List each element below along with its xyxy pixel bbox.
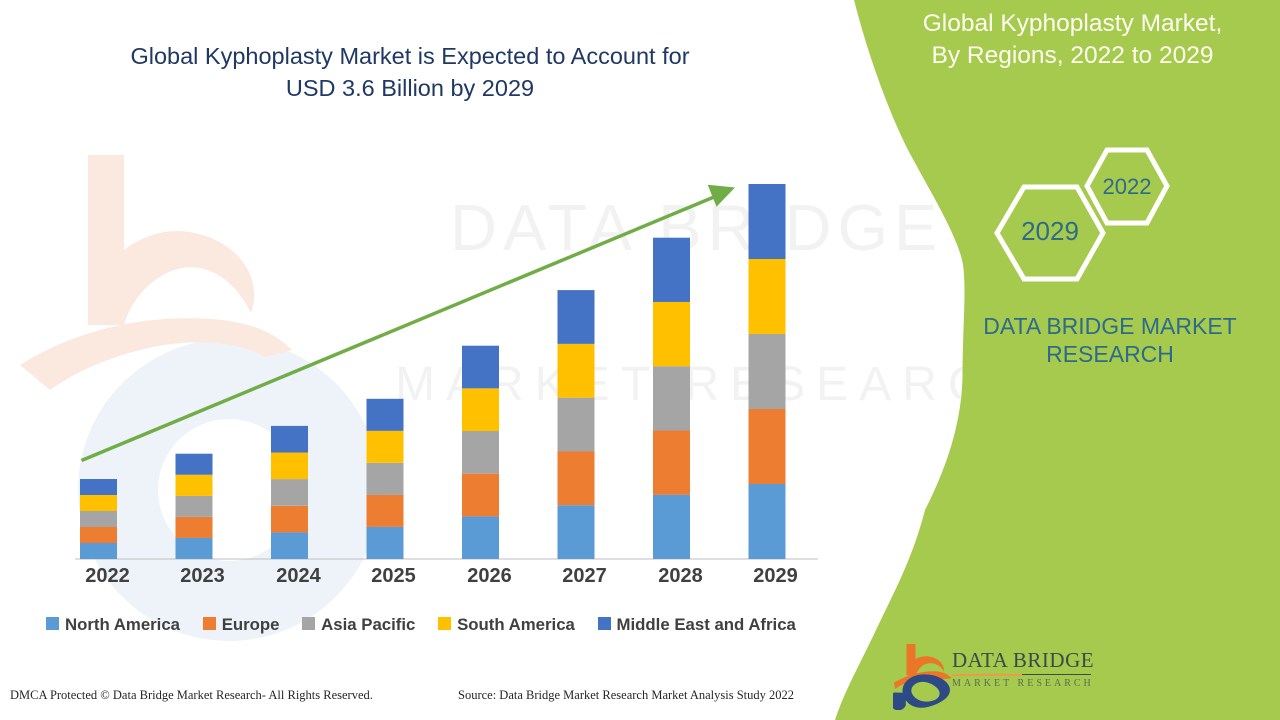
svg-text:2022: 2022 [1103, 174, 1152, 199]
svg-text:2029: 2029 [1021, 216, 1079, 246]
